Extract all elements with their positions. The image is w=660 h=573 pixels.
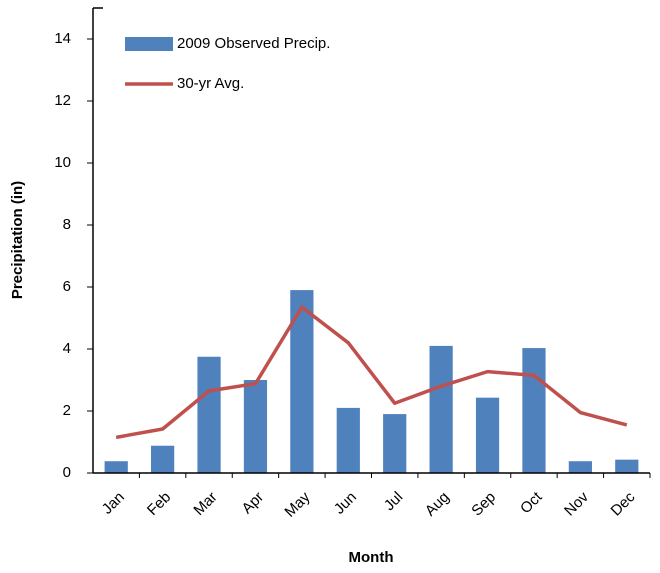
x-tick-label: May xyxy=(281,488,313,520)
x-tick-label: Sep xyxy=(468,489,499,520)
y-tick-label: 14 xyxy=(54,30,71,47)
legend-swatch xyxy=(125,37,173,51)
x-tick-label: Oct xyxy=(517,488,546,517)
legend-label: 2009 Observed Precip. xyxy=(177,35,330,52)
line xyxy=(115,305,628,440)
legend-label: 30-yr Avg. xyxy=(177,75,244,92)
x-tick-label: Jul xyxy=(381,489,407,515)
bar xyxy=(151,445,175,473)
bar xyxy=(197,356,221,473)
x-tick-label: Jun xyxy=(331,489,360,518)
y-tick-label: 8 xyxy=(63,216,71,233)
bar xyxy=(104,461,128,473)
y-tick-label: 2 xyxy=(63,402,71,419)
bar xyxy=(290,290,314,473)
x-tick-label: Jan xyxy=(99,489,128,518)
bar xyxy=(243,380,268,473)
x-tick-label: Aug xyxy=(422,489,453,520)
x-tick-label: Feb xyxy=(144,489,174,519)
x-tick-label: Dec xyxy=(608,488,639,519)
bar xyxy=(475,397,500,473)
bar xyxy=(615,459,639,473)
bar xyxy=(568,461,592,473)
y-tick-label: 4 xyxy=(63,340,71,357)
x-axis-title: Month xyxy=(349,549,394,566)
x-tick-label: Mar xyxy=(190,489,220,519)
bar xyxy=(429,345,453,473)
x-tick-label: Nov xyxy=(561,488,592,519)
y-tick-label: 10 xyxy=(54,154,71,171)
y-tick-label: 12 xyxy=(54,92,71,109)
y-tick-label: 6 xyxy=(63,278,71,295)
bar xyxy=(522,348,546,473)
y-tick-label: 0 xyxy=(63,464,71,481)
bar xyxy=(336,407,360,473)
bar xyxy=(383,414,407,473)
y-axis-title: Precipitation (in) xyxy=(9,181,26,299)
x-tick-label: Apr xyxy=(239,489,268,518)
